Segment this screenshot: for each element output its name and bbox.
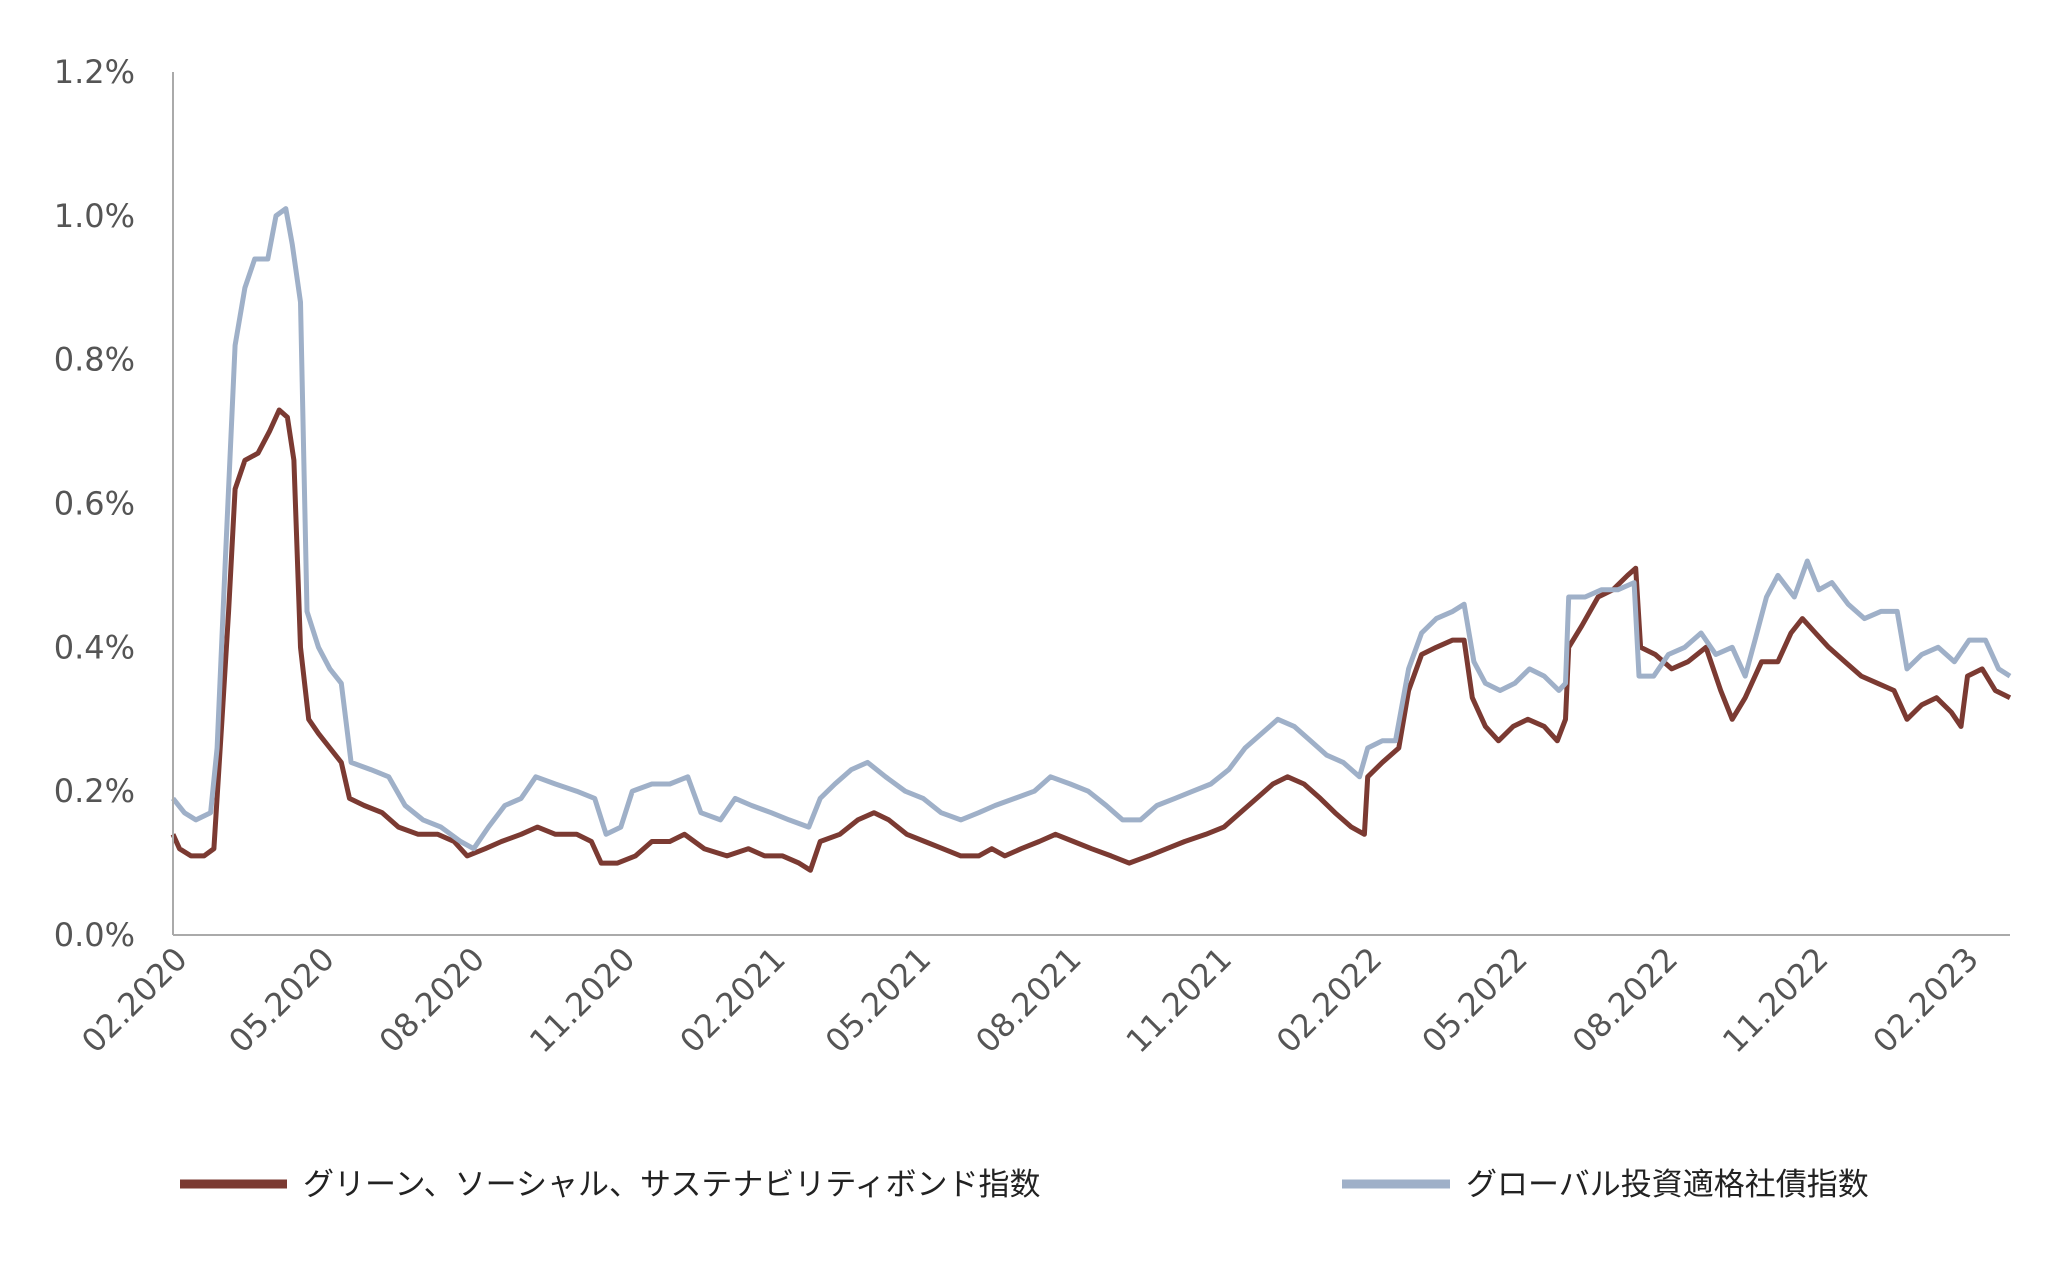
x-tick-label: 05.2022 [1414,940,1534,1060]
y-tick-label: 0.8% [54,341,135,379]
x-tick-label: 08.2020 [372,940,492,1060]
y-tick-label: 0.0% [54,916,135,954]
x-axis-ticks: 02.2020 05.2020 08.2020 11.2020 02.2021 05.20… [74,940,1986,1060]
series-line-1 [171,206,2012,852]
x-tick-label: 11.2022 [1715,940,1835,1060]
x-tick-label: 08.2021 [968,940,1088,1060]
y-axis-ticks: 0.0% 0.2% 0.4% 0.6% 0.8% 1.0% 1.2% [54,53,135,954]
x-tick-label: 11.2021 [1119,940,1239,1060]
x-tick-label: 02.2023 [1865,940,1985,1060]
x-tick-label: 02.2022 [1269,940,1389,1060]
legend-item-0: グリーン、ソーシャル、サステナビリティボンド指数 [180,1167,1041,1203]
y-tick-label: 0.6% [54,485,135,523]
y-tick-label: 1.0% [54,197,135,235]
x-tick-label: 02.2021 [672,940,792,1060]
x-tick-label: 05.2020 [221,940,341,1060]
legend: グリーン、ソーシャル、サステナビリティボンド指数 グローバル投資適格社債指数 [180,1167,1869,1203]
x-tick-label: 11.2020 [522,940,642,1060]
plot-lines [170,206,2012,873]
x-tick-label: 02.2020 [74,940,194,1060]
x-tick-label: 05.2021 [818,940,938,1060]
y-tick-label: 1.2% [54,53,135,91]
legend-item-1: グローバル投資適格社債指数 [1342,1167,1869,1203]
y-tick-label: 0.4% [54,628,135,666]
x-tick-label: 08.2022 [1565,940,1685,1060]
y-tick-label: 0.2% [54,772,135,810]
legend-label: グローバル投資適格社債指数 [1466,1167,1869,1203]
legend-label: グリーン、ソーシャル、サステナビリティボンド指数 [303,1167,1041,1203]
series-line-0 [170,407,2012,873]
